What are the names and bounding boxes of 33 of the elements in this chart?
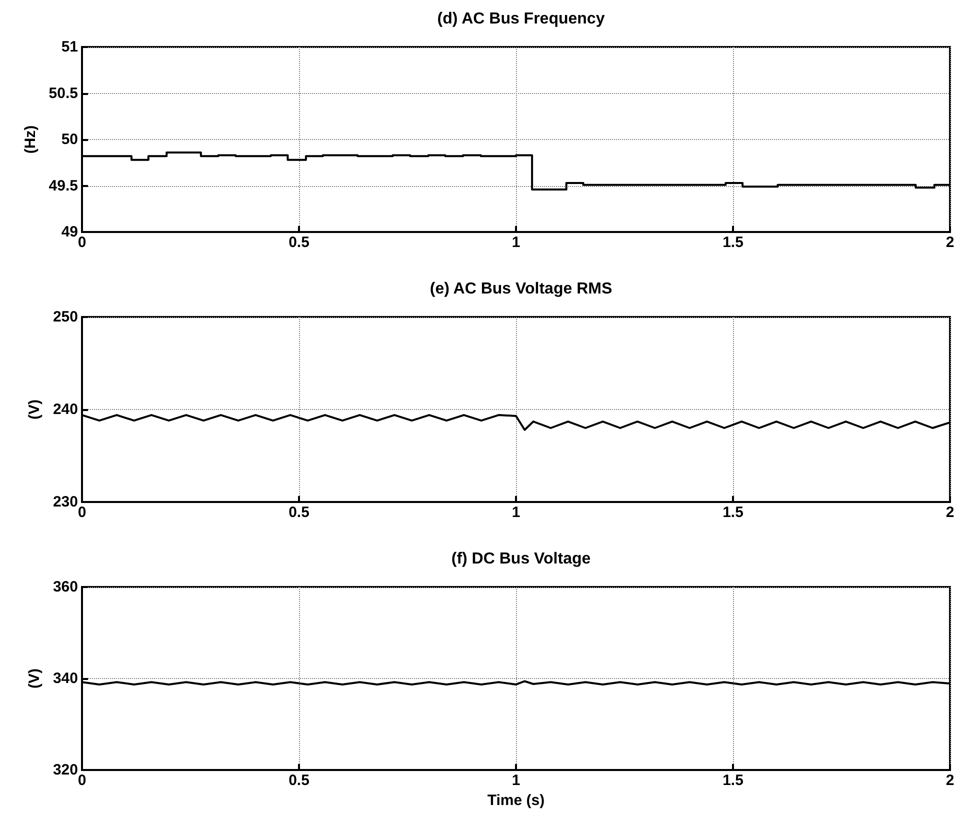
x-tick-label: 0.5 <box>288 772 310 789</box>
y-tick-label: 51 <box>61 38 78 56</box>
y-tick-label: 240 <box>52 401 78 418</box>
x-tick-label: 0 <box>78 234 86 251</box>
x-axis-title: Time (s) <box>487 792 545 809</box>
x-tick-label: 0 <box>78 772 86 789</box>
y-tick-label: 50 <box>61 131 78 148</box>
x-tick-label: 2 <box>946 234 954 251</box>
y-axis-title: (V) <box>26 668 44 688</box>
x-tick-label: 2 <box>946 504 954 521</box>
chart-title: (f) DC Bus Voltage <box>451 550 591 568</box>
x-tick-label: 1.5 <box>722 772 744 789</box>
y-axis-title: (V) <box>26 400 44 420</box>
x-tick-label: 0.5 <box>288 504 310 521</box>
x-tick-label: 1 <box>512 772 520 789</box>
x-tick-label: 0 <box>78 504 86 521</box>
chart-title: (e) AC Bus Voltage RMS <box>430 280 612 298</box>
y-tick-label: 320 <box>52 762 78 778</box>
y-tick-label: 49 <box>61 224 78 240</box>
x-tick-label: 2 <box>946 772 954 789</box>
y-tick-label: 250 <box>52 308 78 326</box>
y-tick-label: 50.5 <box>48 84 78 102</box>
x-tick-label: 1 <box>512 504 520 521</box>
y-tick-label: 340 <box>52 670 78 687</box>
y-tick-label: 49.5 <box>48 177 78 194</box>
x-tick-label: 1 <box>512 234 520 251</box>
x-tick-label: 1.5 <box>722 234 744 251</box>
y-tick-label: 230 <box>52 494 78 510</box>
y-axis-title: (Hz) <box>22 125 39 154</box>
y-tick-label: 360 <box>52 578 78 596</box>
x-tick-label: 0.5 <box>288 234 310 251</box>
chart-title: (d) AC Bus Frequency <box>437 10 605 28</box>
x-tick-label: 1.5 <box>722 504 744 521</box>
